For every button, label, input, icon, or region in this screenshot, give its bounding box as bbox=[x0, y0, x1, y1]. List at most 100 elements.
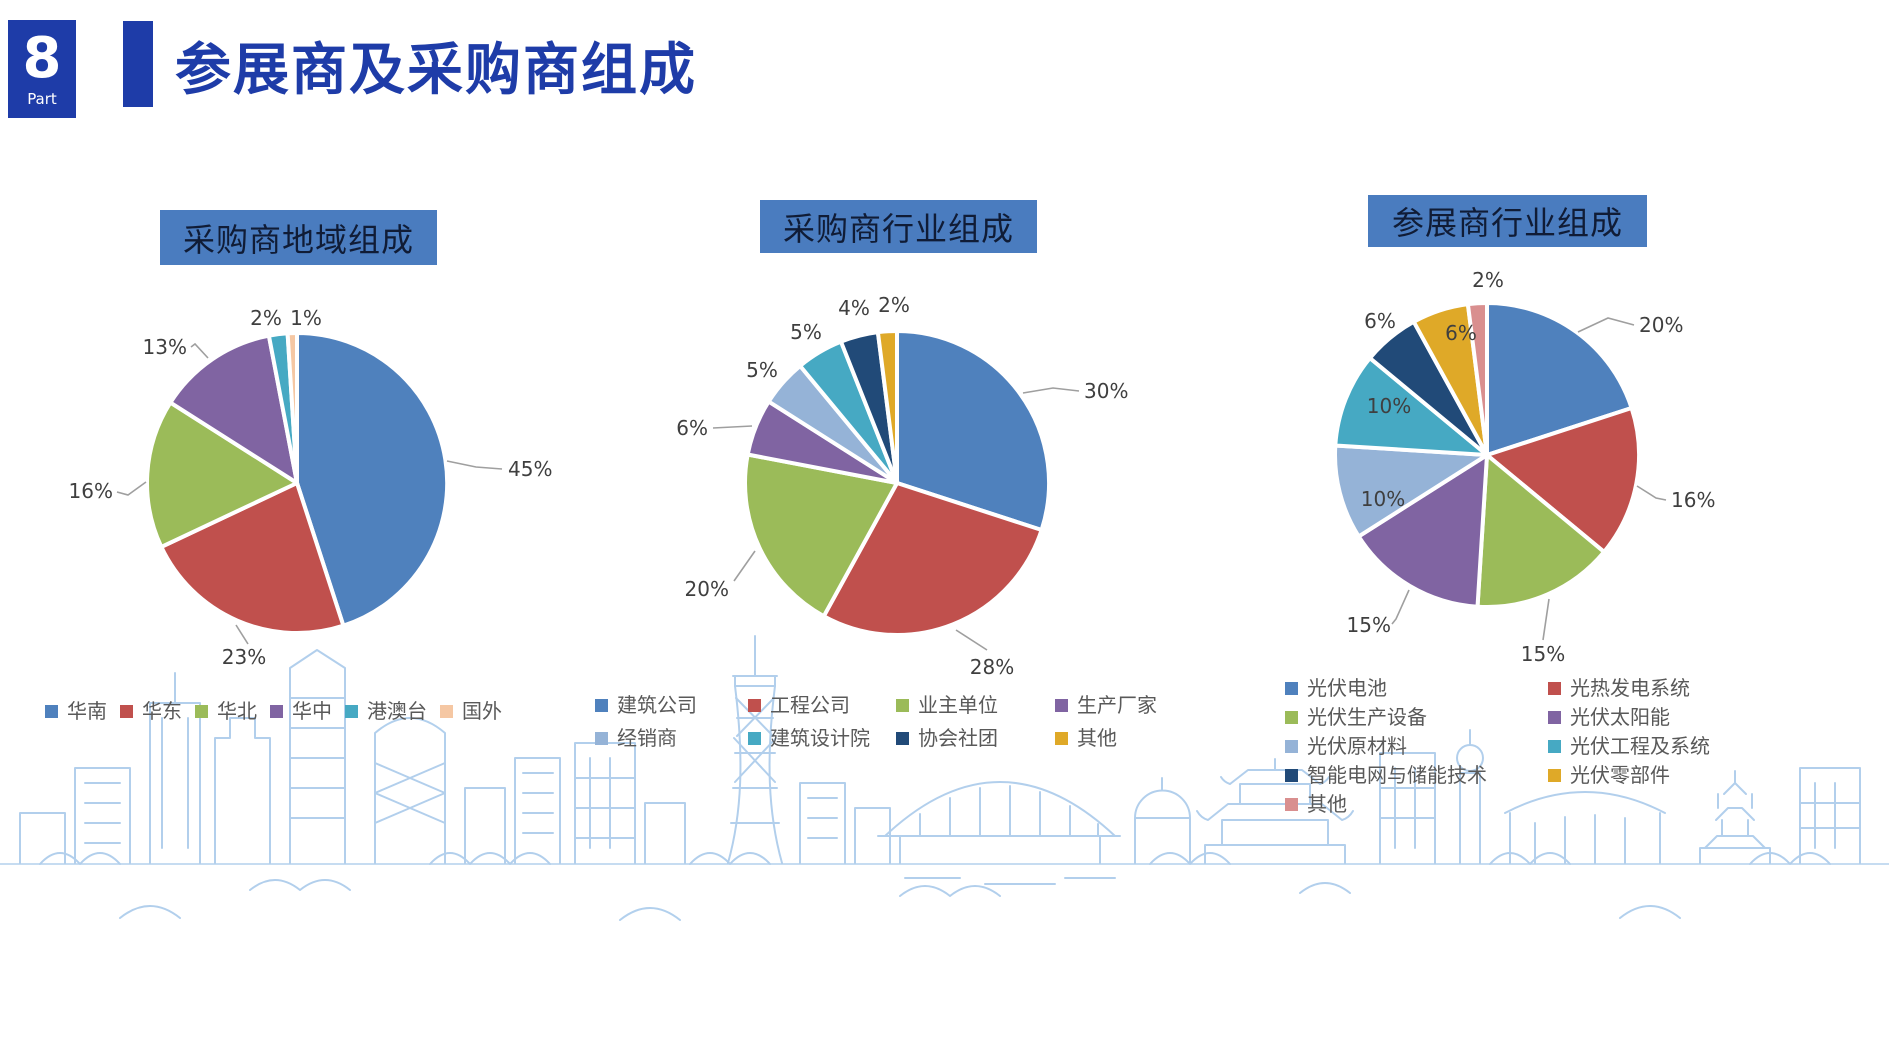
legend-item: 国外 bbox=[440, 700, 502, 722]
legend-exhibitor-industry: 光伏电池 光热发电系统 光伏生产设备 光伏太阳能 光伏原材料 光伏工程及系统 智能电网与储能… bbox=[1285, 677, 1710, 815]
legend-label: 华东 bbox=[142, 699, 182, 723]
legend-label: 光伏工程及系统 bbox=[1570, 734, 1710, 758]
legend-swatch-icon bbox=[1055, 731, 1068, 745]
legend-label: 光伏电池 bbox=[1307, 676, 1387, 700]
pie-data-label: 16% bbox=[69, 479, 113, 503]
legend-label: 光热发电系统 bbox=[1570, 676, 1690, 700]
label-leader-line bbox=[1577, 317, 1635, 333]
chart-title-buyer-region: 采购商地域组成 bbox=[160, 210, 437, 265]
legend-swatch-icon bbox=[120, 704, 133, 718]
label-leader-line bbox=[1022, 387, 1080, 394]
legend-label: 光伏原材料 bbox=[1307, 734, 1407, 758]
pie-slice-光伏太阳能 bbox=[1356, 453, 1489, 609]
legend-label: 工程公司 bbox=[770, 693, 850, 717]
legend-item: 工程公司 bbox=[748, 694, 896, 716]
legend-swatch-icon bbox=[1285, 710, 1298, 724]
pie-slice-华南 bbox=[295, 331, 450, 628]
legend-label: 光伏零部件 bbox=[1570, 763, 1670, 787]
legend-item: 华东 bbox=[120, 700, 182, 722]
legend-label: 生产厂家 bbox=[1077, 693, 1157, 717]
legend-label: 业主单位 bbox=[918, 693, 998, 717]
pie-slice-光热发电系统 bbox=[1485, 406, 1641, 554]
pie-data-label: 15% bbox=[1521, 642, 1565, 666]
legend-item: 业主单位 bbox=[896, 694, 1055, 716]
legend-item: 建筑公司 bbox=[595, 694, 748, 716]
legend-label: 建筑设计院 bbox=[770, 726, 870, 750]
legend-label: 光伏生产设备 bbox=[1307, 705, 1427, 729]
legend-swatch-icon bbox=[595, 698, 608, 712]
pie-slice-其他 bbox=[1465, 300, 1489, 457]
part-number: 8 bbox=[22, 26, 62, 91]
legend-buyer-region: 华南 华东 华北 华中 港澳台 国外 bbox=[45, 700, 502, 722]
pie-data-label: 6% bbox=[1445, 321, 1477, 345]
pie-data-label: 2% bbox=[1472, 268, 1504, 292]
label-leader-line bbox=[1636, 485, 1667, 501]
pie-slice-光伏工程及系统 bbox=[1333, 356, 1489, 457]
pie-data-label: 15% bbox=[1347, 613, 1391, 637]
pie-slice-光伏生产设备 bbox=[1475, 453, 1607, 609]
pie-data-label: 5% bbox=[746, 358, 778, 382]
pie-data-label: 30% bbox=[1084, 379, 1128, 403]
legend-item: 其他 bbox=[1055, 727, 1157, 749]
pie-slice-业主单位 bbox=[743, 452, 899, 619]
legend-item: 建筑设计院 bbox=[748, 727, 896, 749]
legend-item: 智能电网与储能技术 bbox=[1285, 764, 1548, 786]
legend-label: 华北 bbox=[217, 699, 257, 723]
legend-item: 港澳台 bbox=[345, 700, 427, 722]
legend-label: 建筑公司 bbox=[617, 693, 697, 717]
city-skyline-illustration bbox=[0, 635, 1889, 921]
label-leader-line bbox=[955, 629, 988, 651]
part-label: Part bbox=[27, 90, 57, 108]
page-title: 参展商及采购商组成 bbox=[175, 38, 697, 103]
legend-swatch-icon bbox=[1548, 739, 1561, 753]
label-leader-line bbox=[116, 481, 147, 496]
pie-slice-建筑公司 bbox=[895, 329, 1052, 532]
pie-slice-华北 bbox=[145, 400, 299, 549]
legend-label: 其他 bbox=[1307, 792, 1347, 816]
pie-data-label: 13% bbox=[143, 335, 187, 359]
legend-item: 光伏生产设备 bbox=[1285, 706, 1548, 728]
legend-swatch-icon bbox=[1285, 739, 1298, 753]
legend-swatch-icon bbox=[1548, 768, 1561, 782]
pie-slice-其他 bbox=[875, 328, 899, 485]
legend-swatch-icon bbox=[1055, 698, 1068, 712]
legend-swatch-icon bbox=[896, 698, 909, 712]
legend-item: 光伏原材料 bbox=[1285, 735, 1548, 757]
legend-swatch-icon bbox=[595, 731, 608, 745]
pie-data-label: 2% bbox=[250, 306, 282, 330]
pie-data-label: 45% bbox=[508, 457, 552, 481]
legend-item: 光伏电池 bbox=[1285, 677, 1548, 699]
legend-item: 华南 bbox=[45, 700, 107, 722]
part-number-badge: 8 Part bbox=[8, 20, 76, 118]
legend-swatch-icon bbox=[45, 704, 58, 718]
pie-slice-光伏电池 bbox=[1485, 301, 1634, 457]
legend-buyer-industry: 建筑公司 工程公司 业主单位 生产厂家经销商 建筑设计院 协会社团 其他 bbox=[595, 694, 1157, 749]
pie-data-label: 5% bbox=[790, 320, 822, 344]
legend-swatch-icon bbox=[440, 704, 453, 718]
legend-label: 智能电网与储能技术 bbox=[1307, 763, 1487, 787]
legend-label: 华中 bbox=[292, 699, 332, 723]
legend-label: 协会社团 bbox=[918, 726, 998, 750]
legend-swatch-icon bbox=[748, 731, 761, 745]
pie-slice-华中 bbox=[168, 333, 299, 485]
pie-data-label: 10% bbox=[1361, 487, 1405, 511]
label-leader-line bbox=[235, 624, 249, 645]
label-leader-line bbox=[1391, 589, 1410, 625]
pie-slice-华东 bbox=[159, 481, 346, 636]
pie-data-label: 16% bbox=[1671, 488, 1715, 512]
legend-swatch-icon bbox=[345, 704, 358, 718]
legend-label: 国外 bbox=[462, 699, 502, 723]
pie-data-label: 2% bbox=[878, 293, 910, 317]
legend-swatch-icon bbox=[1285, 681, 1298, 695]
legend-item: 华中 bbox=[270, 700, 332, 722]
legend-item: 经销商 bbox=[595, 727, 748, 749]
legend-item: 其他 bbox=[1285, 793, 1548, 815]
legend-item: 生产厂家 bbox=[1055, 694, 1157, 716]
legend-label: 华南 bbox=[67, 699, 107, 723]
pie-data-label: 6% bbox=[676, 416, 708, 440]
legend-item: 光伏工程及系统 bbox=[1548, 735, 1710, 757]
legend-swatch-icon bbox=[748, 698, 761, 712]
pie-slice-光伏原材料 bbox=[1333, 443, 1489, 539]
